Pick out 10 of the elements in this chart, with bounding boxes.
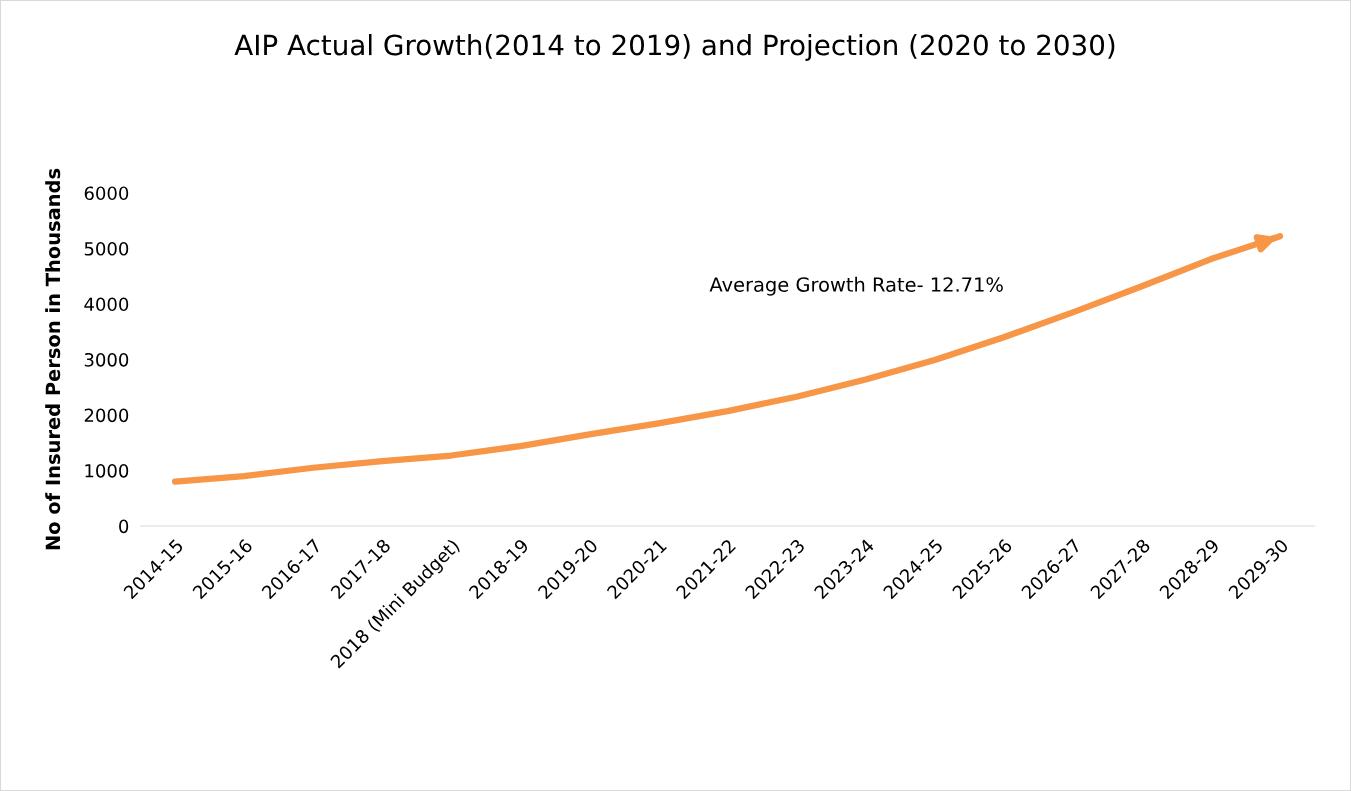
y-tick-label: 4000 [84,297,129,312]
y-tick-label: 3000 [84,352,129,367]
chart-title: AIP Actual Growth(2014 to 2019) and Projection (2020 to 2030) [234,34,1115,61]
y-tick-label: 0 [119,519,129,534]
y-tick-label: 5000 [84,241,129,256]
y-tick-label: 2000 [84,408,129,423]
annotation: Average Growth Rate- 12.71% [709,276,1003,296]
y-tick-label: 1000 [85,463,129,478]
y-axis-title: No of Insured Person in Thousands [45,168,61,550]
y-tick-label: 6000 [84,186,129,201]
